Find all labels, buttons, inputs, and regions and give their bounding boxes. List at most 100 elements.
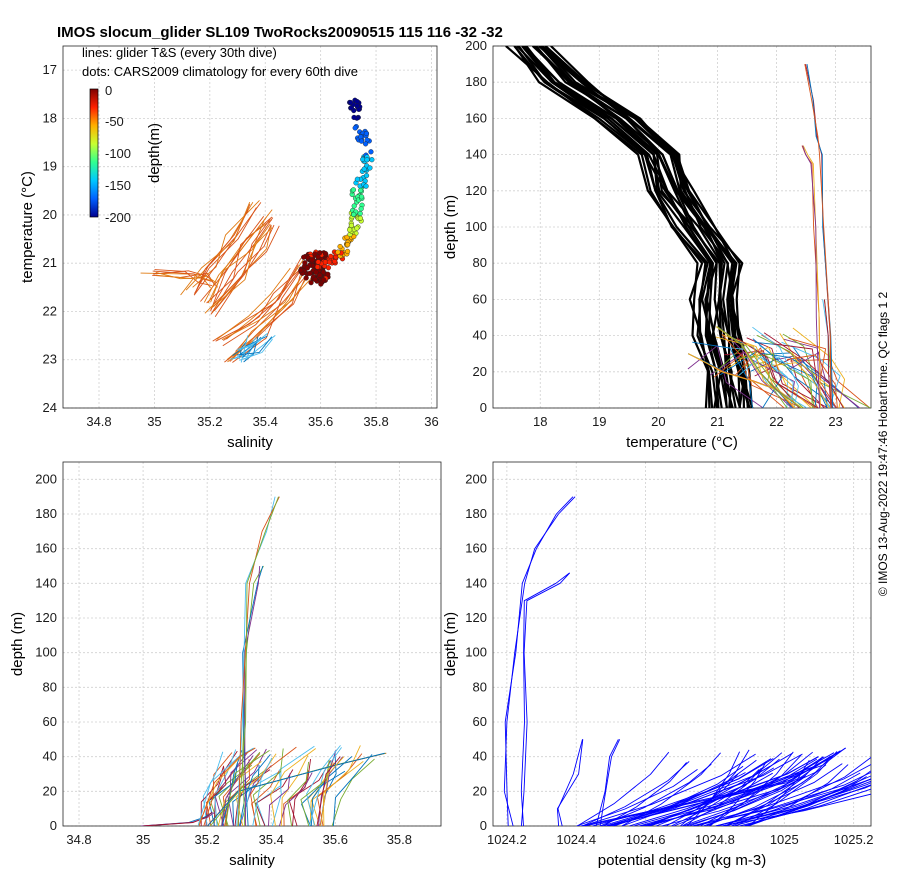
- dens-glider-profile-4-1: [607, 747, 847, 826]
- dens-glider-shallow-51: [621, 752, 721, 826]
- dens-xtick-1: 1024.4: [556, 832, 596, 847]
- dens-ytick-5: 100: [465, 645, 487, 660]
- ts-ytick-2: 19: [43, 159, 57, 174]
- sal-glider-shallow-32: [287, 761, 310, 826]
- dens-ytick-7: 140: [465, 575, 487, 590]
- dens-ytick-8: 160: [465, 541, 487, 556]
- dens-glider-shallow-57: [576, 769, 698, 826]
- sal-glider-shallow-4: [331, 758, 375, 826]
- ts-clim-point-7-16: [367, 165, 373, 171]
- ts-ylabel: temperature (°C): [19, 171, 36, 283]
- temp-glider-shallow-36: [721, 333, 803, 408]
- temp-clim-profile-16: [516, 46, 720, 408]
- temp-glider-shallow-41: [736, 337, 819, 408]
- ts-clim-point-0-118: [322, 251, 329, 257]
- colorbar-label: depth(m): [146, 123, 163, 183]
- dens-glider-shallow-46: [709, 761, 767, 826]
- ts-clim-point-1-8: [314, 264, 321, 270]
- ts-clim-point-5-16: [358, 206, 364, 212]
- dens-glider-shallow-31: [613, 765, 744, 826]
- sal-glider-shallow-49: [239, 754, 271, 826]
- copyright-note: © IMOS 13-Aug-2022 19:47:46 Hobart time.…: [876, 292, 890, 597]
- sal-glider-shallow-12: [256, 767, 282, 826]
- temp-axes-box: [492, 45, 872, 409]
- sal-glider-shallow-50: [250, 746, 297, 826]
- ts-clim-point-6-12: [354, 176, 360, 182]
- dens-glider-shallow-52: [686, 751, 741, 826]
- dens-glider-shallow-45: [721, 793, 871, 826]
- dens-glider-profile-0-0: [504, 496, 574, 826]
- sal-glider-shallow-40: [214, 749, 237, 826]
- dens-glider-shallow-11: [655, 758, 780, 826]
- ts-ytick-6: 23: [43, 352, 57, 367]
- ts-clim-point-3-17: [345, 242, 351, 248]
- ts-glider-line-2-4: [210, 217, 274, 310]
- ts-xtick-0: 34.8: [86, 414, 111, 429]
- dens-glider-shallow-39: [577, 751, 670, 826]
- dens-ytick-1: 20: [473, 783, 487, 798]
- ts-clim-point-9-17: [354, 98, 360, 105]
- dens-glider-profile-1-1: [520, 572, 570, 826]
- ts-glider-line-4-4: [222, 263, 305, 347]
- ts-clim-point-0-117: [304, 265, 311, 271]
- sal-glider-shallow-19: [271, 745, 315, 826]
- ts-xtick-6: 36: [424, 414, 438, 429]
- dens-glider-shallow-20: [661, 775, 806, 826]
- sal-glider-shallow-39: [300, 759, 330, 826]
- ts-ytick-4: 21: [43, 255, 57, 270]
- sal-xtick-0: 34.8: [66, 832, 91, 847]
- sal-glider-shallow-23: [270, 748, 316, 826]
- dens-glider-shallow-6: [681, 767, 762, 826]
- legend-line-1: lines: glider T&S (every 30th dive): [82, 45, 277, 60]
- ts-clim-point-7-14: [361, 166, 367, 172]
- colorbar-tick-1: -50: [105, 114, 124, 129]
- temp-ytick-0: 0: [480, 400, 487, 415]
- dens-xlabel: potential density (kg m-3): [598, 852, 766, 869]
- dens-glider-shallow-36: [682, 755, 831, 826]
- ts-glider-line-7-3: [236, 336, 273, 356]
- dens-xtick-2: 1024.6: [626, 832, 666, 847]
- dens-glider-profile-2-1: [595, 739, 619, 826]
- ts-xlabel: salinity: [227, 434, 273, 451]
- ts-clim-point-2-16: [326, 259, 333, 265]
- temp-ytick-2: 40: [473, 328, 487, 343]
- dens-glider-shallow-49: [688, 773, 803, 826]
- ts-clim-point-5-12: [351, 203, 357, 209]
- dens-ytick-9: 180: [465, 506, 487, 521]
- ts-clim-point-8-12: [368, 149, 374, 155]
- ts-clim-point-0-94: [301, 254, 307, 260]
- ts-clim-point-0-110: [308, 280, 314, 286]
- ts-clim-point-7-15: [360, 156, 366, 163]
- dens-ytick-10: 200: [465, 471, 487, 486]
- dens-ytick-3: 60: [473, 714, 487, 729]
- ts-glider-line-0-4: [154, 269, 213, 287]
- ts-ytick-1: 18: [43, 110, 57, 125]
- dens-glider-shallow-47: [725, 756, 832, 826]
- ts-clim-point-7-1: [369, 157, 375, 163]
- dens-xtick-5: 1025.2: [834, 832, 874, 847]
- temp-glider-shallow-5: [728, 335, 788, 408]
- sal-glider-shallow-5: [238, 770, 281, 826]
- sal-xtick-4: 35.6: [323, 832, 348, 847]
- sal-glider-shallow-54: [252, 757, 273, 826]
- temp-glider-shallow-3: [687, 345, 764, 408]
- dens-xtick-0: 1024.2: [487, 832, 527, 847]
- sal-glider-shallow-34: [234, 769, 271, 826]
- ts-glider-line-2-5: [210, 216, 265, 312]
- ts-clim-point-0-113: [307, 270, 313, 276]
- temp-glider-shallow-43: [786, 354, 838, 408]
- ts-glider-line-6-6: [240, 335, 249, 363]
- ts-clim-point-4-16: [357, 215, 363, 221]
- sal-glider-profile-2-2: [198, 747, 256, 826]
- dens-glider-shallow-34: [680, 749, 750, 826]
- sal-ytick-7: 140: [35, 575, 57, 590]
- ts-axes-box: [62, 45, 438, 409]
- temp-ytick-1: 20: [473, 364, 487, 379]
- temp-xtick-0: 18: [533, 414, 547, 429]
- sal-xtick-2: 35.2: [194, 832, 219, 847]
- temp-xtick-5: 23: [828, 414, 842, 429]
- sal-glider-shallow-41: [205, 766, 227, 826]
- temp-glider-shallow-42: [692, 341, 753, 408]
- sal-ytick-0: 0: [50, 818, 57, 833]
- sal-glider-shallow-53: [225, 750, 270, 826]
